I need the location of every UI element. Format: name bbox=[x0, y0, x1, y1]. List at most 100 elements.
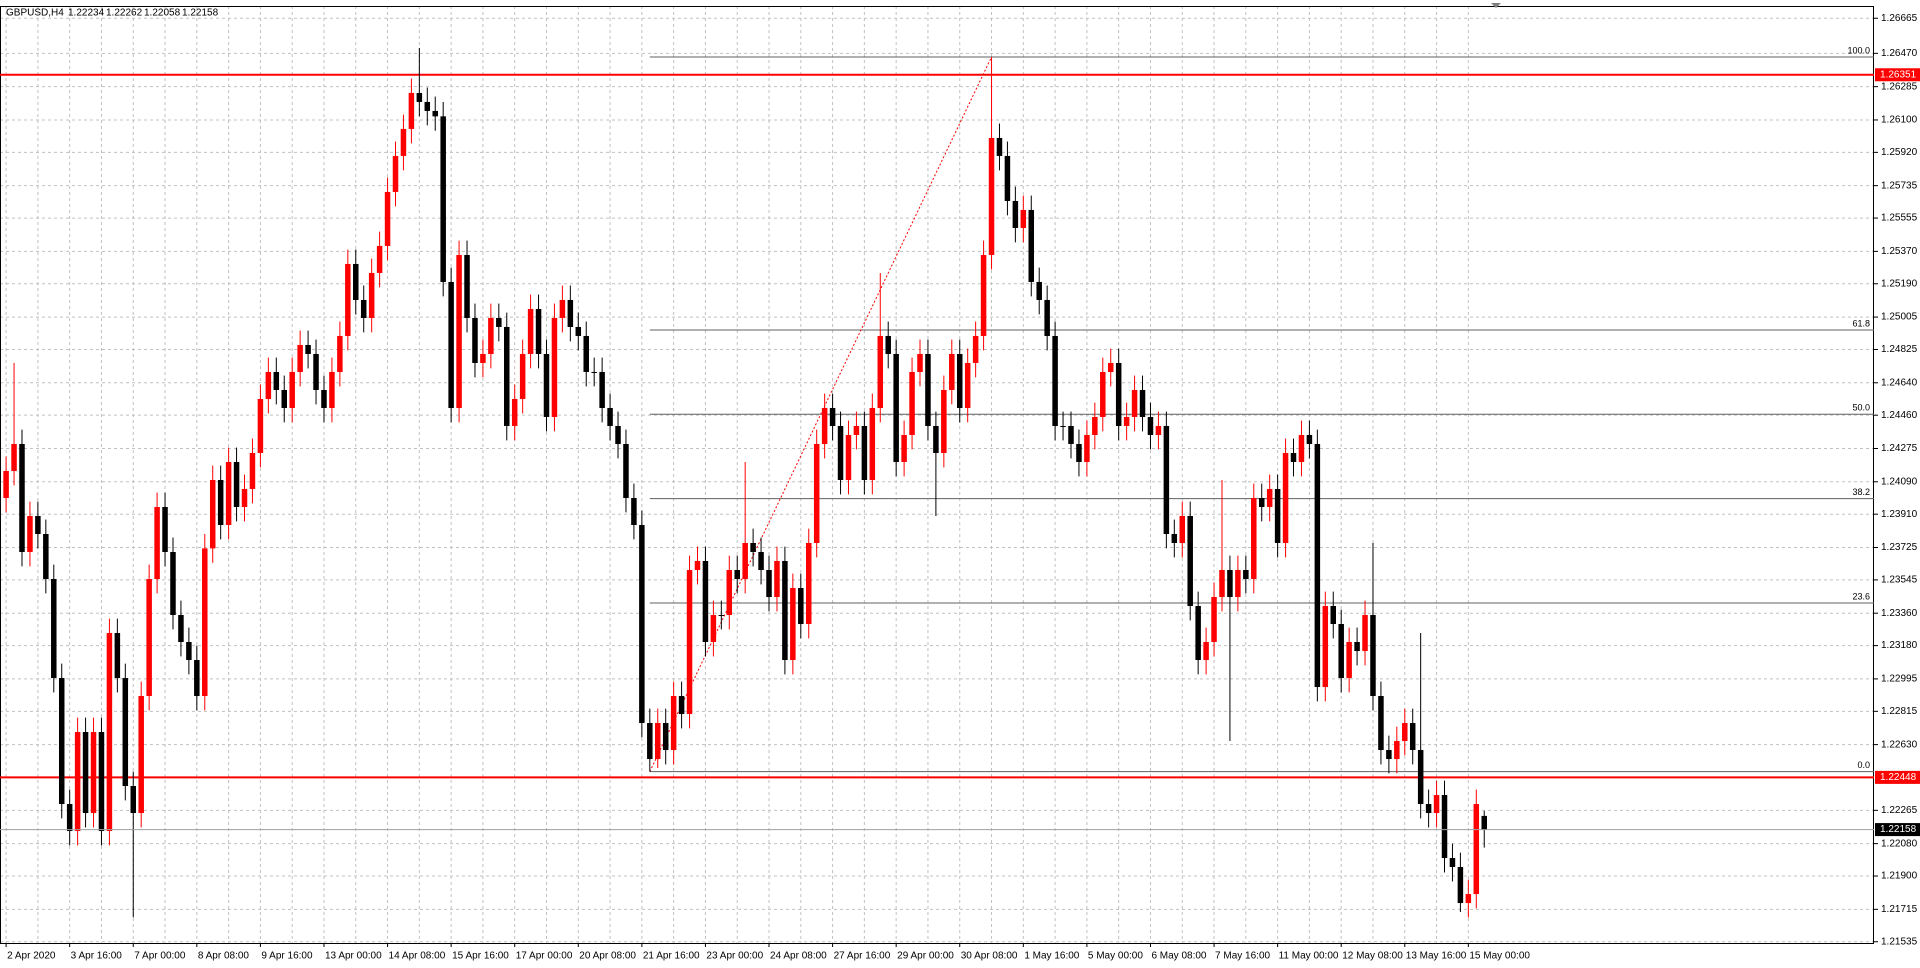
candle-body bbox=[647, 723, 653, 760]
candle-body bbox=[241, 488, 248, 507]
candle-body bbox=[233, 461, 240, 507]
candle-body bbox=[1131, 389, 1138, 417]
candle-body bbox=[972, 335, 979, 363]
x-tick-label: 20 Apr 08:00 bbox=[579, 951, 636, 962]
candle-body bbox=[869, 407, 876, 480]
fib-level-label: 50.0 bbox=[1852, 403, 1870, 413]
x-tick-label: 13 Apr 00:00 bbox=[325, 951, 382, 962]
candle-body bbox=[980, 254, 987, 336]
candle-body bbox=[82, 732, 89, 814]
candle-body bbox=[440, 116, 446, 282]
y-tick-label: 1.24090 bbox=[1881, 476, 1918, 487]
candle-body bbox=[813, 443, 820, 543]
candle-body bbox=[360, 299, 367, 318]
candle-body bbox=[662, 723, 669, 751]
candle-body bbox=[1084, 434, 1090, 462]
y-tick-label: 1.21900 bbox=[1881, 871, 1918, 882]
candle-body bbox=[345, 263, 351, 336]
plot-frame bbox=[0, 6, 1874, 944]
candle-body bbox=[988, 137, 995, 255]
x-tick-label: 11 May 00:00 bbox=[1279, 951, 1339, 962]
candle-body bbox=[1004, 155, 1011, 201]
candle-body bbox=[1425, 804, 1432, 814]
candle-body bbox=[790, 588, 796, 661]
candle-body bbox=[933, 425, 939, 453]
header-high: 1.22262 bbox=[106, 8, 143, 19]
price-label: 1.22448 bbox=[1880, 772, 1917, 783]
x-tick-label: 17 Apr 00:00 bbox=[516, 951, 573, 962]
candle-body bbox=[1298, 434, 1305, 462]
candle-body bbox=[432, 110, 438, 117]
candle-body bbox=[130, 786, 137, 814]
y-tick-label: 1.26100 bbox=[1881, 115, 1918, 126]
header-close: 1.22158 bbox=[182, 8, 219, 19]
candle-body bbox=[11, 443, 17, 471]
x-tick-label: 21 Apr 16:00 bbox=[643, 951, 700, 962]
candle-body bbox=[782, 560, 788, 661]
y-tick-label: 1.22080 bbox=[1881, 838, 1918, 849]
y-tick-label: 1.22815 bbox=[1881, 706, 1918, 717]
candle-body bbox=[202, 548, 208, 697]
candle-body bbox=[19, 443, 25, 552]
candle-body bbox=[217, 479, 224, 525]
candle-body bbox=[51, 579, 57, 679]
candle-body bbox=[353, 263, 359, 300]
candle-body bbox=[456, 254, 462, 408]
candle-body bbox=[1266, 488, 1273, 507]
x-tick-label: 8 Apr 08:00 bbox=[198, 951, 250, 962]
candle-body bbox=[623, 443, 629, 498]
y-tick-label: 1.24460 bbox=[1881, 410, 1918, 421]
candle-body bbox=[1314, 443, 1321, 688]
candle-body bbox=[877, 335, 884, 408]
candle-body bbox=[734, 570, 740, 580]
x-tick-label: 13 May 16:00 bbox=[1406, 951, 1467, 962]
y-tick-label: 1.25555 bbox=[1881, 213, 1918, 224]
candle-body bbox=[805, 542, 812, 625]
x-tick-label: 30 Apr 08:00 bbox=[961, 951, 1018, 962]
candle-body bbox=[551, 317, 558, 417]
x-tick-label: 24 Apr 08:00 bbox=[770, 951, 827, 962]
candle-body bbox=[1441, 795, 1448, 859]
fib-level-label: 38.2 bbox=[1852, 487, 1870, 497]
candle-body bbox=[1370, 615, 1376, 697]
candle-body bbox=[257, 398, 264, 453]
candle-body bbox=[1036, 281, 1042, 300]
candle-body bbox=[798, 588, 804, 625]
candle-body bbox=[1449, 858, 1456, 868]
candle-body bbox=[670, 696, 677, 751]
shift-marker bbox=[1491, 3, 1501, 8]
y-tick-label: 1.21715 bbox=[1881, 904, 1918, 915]
x-tick-label: 29 Apr 00:00 bbox=[897, 951, 954, 962]
candle-body bbox=[607, 407, 613, 426]
candle-body bbox=[281, 389, 287, 408]
x-tick-label: 6 May 08:00 bbox=[1151, 951, 1206, 962]
y-tick-label: 1.25735 bbox=[1881, 180, 1918, 191]
candle-body bbox=[464, 254, 470, 318]
candle-body bbox=[225, 461, 232, 525]
fib-level-label: 23.6 bbox=[1852, 591, 1870, 601]
candle-body bbox=[774, 560, 780, 598]
candle-body bbox=[615, 425, 621, 444]
y-tick-label: 1.24825 bbox=[1881, 344, 1918, 355]
candle-body bbox=[1354, 642, 1360, 652]
candle-body bbox=[821, 407, 828, 444]
candle-body bbox=[750, 542, 756, 552]
candle-body bbox=[925, 353, 931, 426]
candle-body bbox=[249, 452, 256, 489]
candle-body bbox=[1251, 497, 1257, 580]
candle-body bbox=[488, 317, 494, 354]
candle-body bbox=[400, 128, 407, 156]
candle-body bbox=[1155, 425, 1162, 435]
price-label-box bbox=[1875, 68, 1920, 82]
candle-body bbox=[297, 344, 303, 372]
candle-body bbox=[448, 281, 454, 408]
candle-body bbox=[1330, 606, 1336, 625]
candle-body bbox=[98, 732, 105, 832]
candle-body bbox=[901, 434, 907, 462]
candle-body bbox=[504, 326, 510, 426]
header-low: 1.22058 bbox=[144, 8, 181, 19]
x-tick-label: 27 Apr 16:00 bbox=[834, 951, 891, 962]
candle-body bbox=[1227, 570, 1233, 598]
candle-body bbox=[1044, 299, 1050, 336]
